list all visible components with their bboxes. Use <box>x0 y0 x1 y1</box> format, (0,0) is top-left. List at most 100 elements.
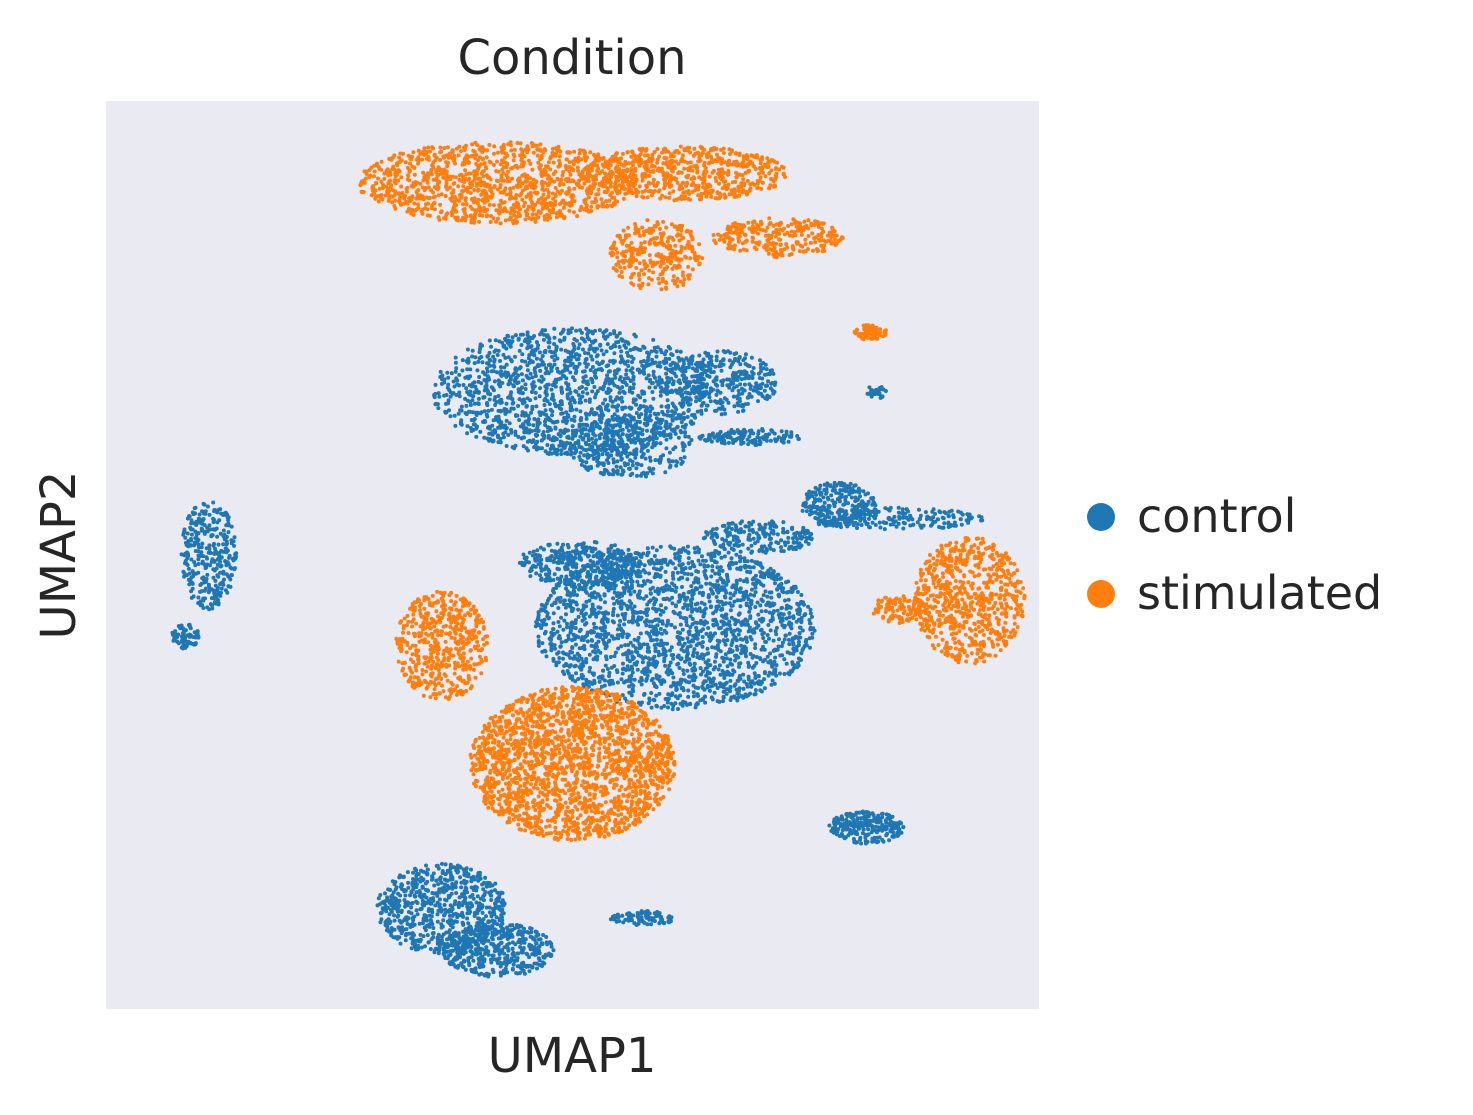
point-control <box>524 446 529 451</box>
point-control <box>577 653 582 658</box>
point-control <box>492 379 497 384</box>
point-control <box>772 609 776 614</box>
point-control <box>476 390 481 395</box>
point-control <box>732 669 737 674</box>
point-control <box>173 630 177 635</box>
point-control <box>485 377 490 382</box>
point-control <box>685 577 690 582</box>
point-control <box>727 619 732 624</box>
point-control <box>197 512 202 517</box>
point-control <box>613 397 618 402</box>
point-control <box>218 570 223 575</box>
point-control <box>626 547 631 552</box>
point-control <box>624 443 629 447</box>
point-control <box>747 382 752 387</box>
point-control <box>647 649 652 654</box>
point-control <box>619 644 624 649</box>
point-control <box>586 437 591 442</box>
point-control <box>614 464 619 469</box>
point-control <box>553 353 558 358</box>
point-control <box>769 619 774 624</box>
point-control <box>481 419 485 424</box>
point-control <box>701 613 706 618</box>
point-control <box>753 620 758 625</box>
point-control <box>695 387 700 392</box>
point-control <box>711 387 715 392</box>
point-control <box>626 341 631 346</box>
point-control <box>593 569 598 574</box>
point-control <box>606 631 611 636</box>
point-control <box>768 566 773 571</box>
point-control <box>572 445 577 450</box>
point-control <box>510 401 515 406</box>
point-control <box>192 642 197 647</box>
point-control <box>634 402 639 407</box>
point-control <box>793 634 798 639</box>
point-control <box>553 384 558 389</box>
point-control <box>599 619 604 624</box>
point-control <box>701 381 706 386</box>
point-control <box>612 543 617 548</box>
point-control <box>612 636 617 641</box>
point-control <box>678 401 683 406</box>
point-control <box>877 391 882 396</box>
point-control <box>671 656 676 661</box>
point-control <box>584 423 589 427</box>
point-control <box>748 570 752 575</box>
point-control <box>727 672 732 677</box>
point-control <box>650 445 655 450</box>
point-control <box>687 632 692 637</box>
point-control <box>757 439 762 443</box>
point-control <box>581 586 586 591</box>
point-control <box>715 400 719 405</box>
point-control <box>623 451 628 456</box>
point-control <box>577 400 582 405</box>
point-control <box>501 352 506 357</box>
point-control <box>726 400 731 405</box>
point-control <box>536 634 541 639</box>
point-control <box>700 395 705 400</box>
point-control <box>551 611 556 616</box>
point-control <box>473 355 478 360</box>
point-control <box>468 374 473 379</box>
point-control <box>486 361 491 366</box>
point-control <box>592 410 597 415</box>
point-control <box>695 545 700 550</box>
point-control <box>785 590 790 595</box>
point-control <box>880 394 885 399</box>
point-control <box>693 602 698 607</box>
point-control <box>650 428 655 433</box>
point-control <box>584 386 589 391</box>
point-control <box>624 651 628 656</box>
point-control <box>507 409 512 414</box>
point-control <box>447 408 451 413</box>
point-control <box>680 644 685 649</box>
point-control <box>530 407 535 412</box>
point-control <box>691 384 696 389</box>
point-control <box>593 368 598 373</box>
point-control <box>715 388 720 393</box>
point-control <box>644 678 649 683</box>
point-control <box>749 558 754 563</box>
point-control <box>576 346 581 351</box>
point-control <box>568 628 573 633</box>
point-control <box>680 364 685 369</box>
point-control <box>627 674 632 679</box>
point-control <box>736 618 740 623</box>
point-control <box>585 391 590 396</box>
point-control <box>796 663 801 668</box>
point-control <box>631 386 636 390</box>
point-control <box>559 347 564 352</box>
point-control <box>194 536 199 541</box>
point-control <box>738 577 743 582</box>
point-control <box>625 655 630 660</box>
point-control <box>191 512 196 517</box>
point-control <box>673 625 677 630</box>
point-control <box>633 422 638 427</box>
point-control <box>638 554 643 559</box>
point-control <box>625 435 630 439</box>
point-control <box>478 429 483 434</box>
point-control <box>753 642 758 647</box>
point-control <box>714 408 719 413</box>
point-control <box>552 326 557 331</box>
